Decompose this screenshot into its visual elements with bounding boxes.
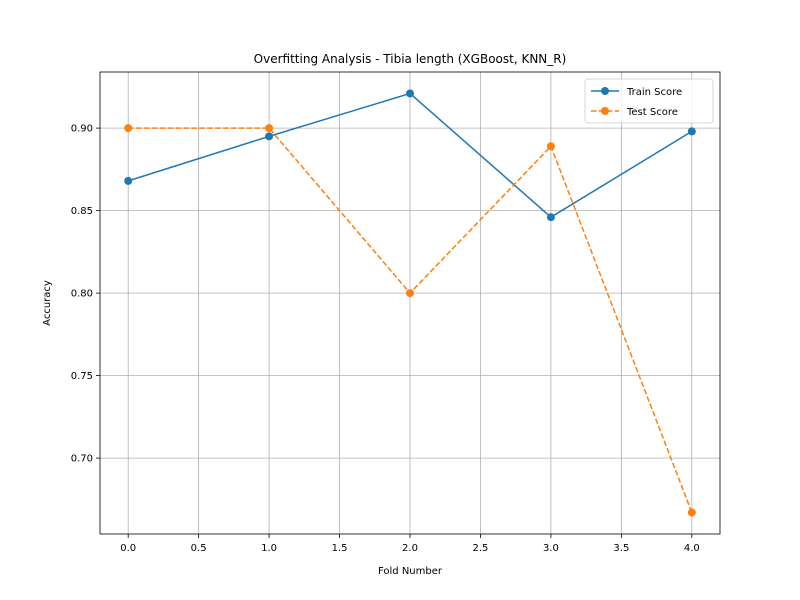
data-point — [406, 89, 414, 98]
x-tick-label: 0.0 — [120, 543, 136, 554]
series-train-score — [124, 89, 696, 222]
data-point — [124, 176, 133, 185]
legend-label: Test Score — [626, 107, 678, 118]
legend-label: Train Score — [626, 87, 682, 98]
data-point — [265, 132, 274, 141]
data-point — [687, 127, 696, 136]
ticks: 0.0 0.5 1.0 1.5 2.0 2.5 3.0 3.5 4.0 0.70 0.75 0.80 0… — [71, 124, 700, 554]
x-tick-label: 1.0 — [261, 543, 277, 554]
legend-item: Test Score — [591, 107, 678, 118]
legend-marker — [601, 87, 609, 95]
x-axis-label: Fold Number — [378, 566, 443, 577]
legend-marker — [601, 107, 609, 115]
y-axis-label: Accuracy — [42, 280, 53, 326]
y-tick-label: 0.75 — [71, 371, 93, 382]
data-point — [124, 124, 133, 133]
data-point — [546, 213, 555, 222]
series-test-score — [124, 124, 696, 517]
y-tick-label: 0.90 — [71, 124, 93, 135]
chart-title: Overfitting Analysis - Tibia length (XGB… — [254, 52, 567, 66]
data-point — [687, 508, 696, 517]
legend-box — [584, 78, 714, 124]
x-tick-label: 0.5 — [191, 543, 207, 554]
x-tick-label: 3.0 — [543, 543, 559, 554]
x-tick-label: 1.5 — [332, 543, 348, 554]
series-layer — [124, 89, 696, 517]
x-tick-label: 3.5 — [613, 543, 629, 554]
data-point — [546, 142, 555, 151]
y-tick-label: 0.85 — [71, 206, 93, 217]
data-point — [265, 124, 274, 133]
y-tick-label: 0.70 — [71, 454, 93, 465]
legend: Train Score Test Score — [584, 78, 714, 124]
x-tick-label: 2.5 — [473, 543, 489, 554]
grid — [100, 72, 720, 534]
x-tick-label: 2.0 — [402, 543, 418, 554]
data-point — [406, 289, 414, 298]
legend-item: Train Score — [591, 87, 682, 98]
x-tick-label: 4.0 — [684, 543, 700, 554]
y-tick-label: 0.80 — [71, 289, 93, 300]
